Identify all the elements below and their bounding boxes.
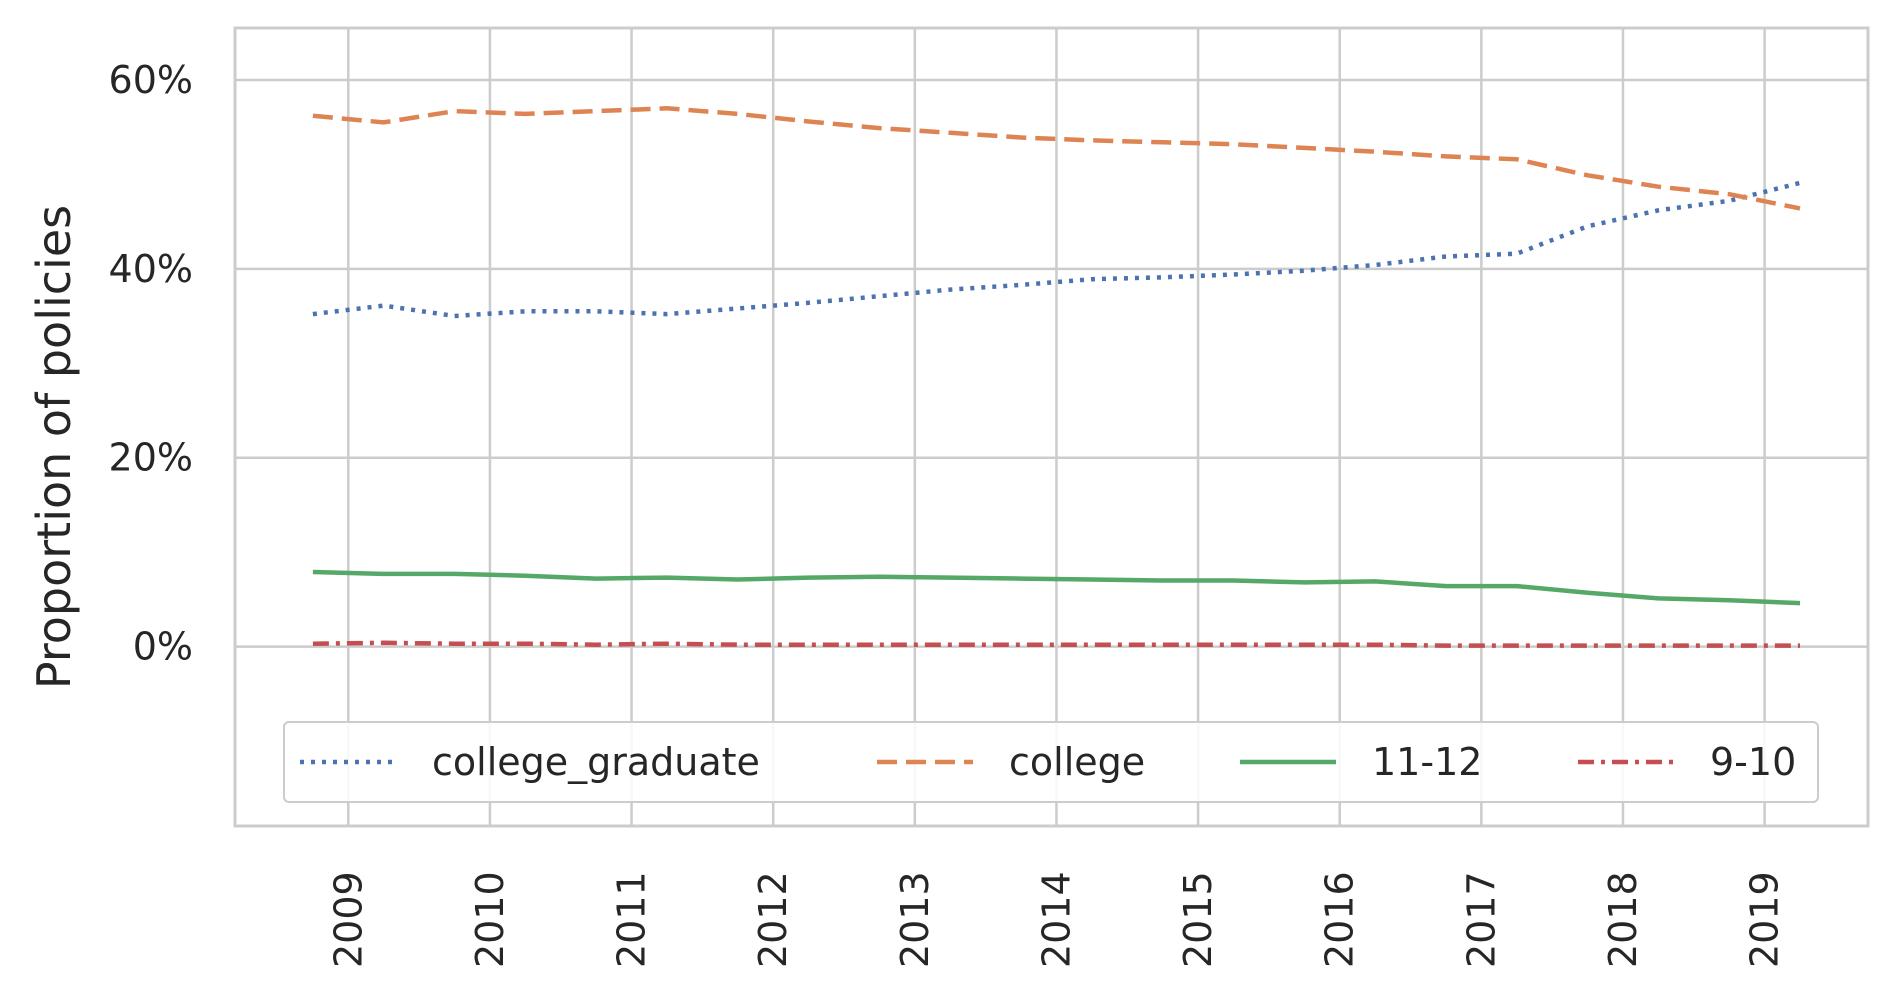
series-line-college_graduate <box>312 180 1801 319</box>
legend-label: college_graduate <box>432 740 760 784</box>
series-line-9-10 <box>312 640 1800 648</box>
plot-background <box>235 28 1868 826</box>
y-tick-label: 0% <box>133 625 193 669</box>
plot-frame <box>233 26 1870 828</box>
legend-label: 11-12 <box>1372 740 1482 784</box>
x-tick-label: 2010 <box>468 871 512 968</box>
legend-label: college <box>1009 740 1145 784</box>
x-tick-label: 2014 <box>1034 871 1078 968</box>
series-line-college <box>312 106 1801 211</box>
y-tick-label: 20% <box>109 436 193 480</box>
grid <box>235 28 1868 826</box>
legend-label: 9-10 <box>1710 740 1796 784</box>
legend: college_graduate college 11-12 9-10 <box>283 721 1819 803</box>
x-tick-label: 2011 <box>610 871 654 968</box>
x-tick-label: 2019 <box>1743 871 1787 968</box>
x-tick-label: 2015 <box>1176 871 1220 968</box>
x-tick-label: 2009 <box>326 871 370 968</box>
legend-box <box>283 721 1819 803</box>
y-tick-label: 60% <box>109 58 193 102</box>
y-tick-label: 40% <box>109 247 193 291</box>
x-tick-label: 2012 <box>751 871 795 968</box>
x-axis-ticks: 2009 2010 2011 2012 2013 2014 2015 2016 2017 2018… <box>326 871 1786 968</box>
y-axis-title: Proportion of policies <box>27 205 81 689</box>
series-line-11-12 <box>312 569 1801 606</box>
x-tick-label: 2013 <box>893 871 937 968</box>
x-tick-label: 2017 <box>1459 871 1503 968</box>
x-tick-label: 2018 <box>1601 871 1645 968</box>
y-axis-ticks: 0% 20% 40% 60% <box>109 58 193 669</box>
series-lines <box>312 106 1801 648</box>
x-tick-label: 2016 <box>1318 871 1362 968</box>
